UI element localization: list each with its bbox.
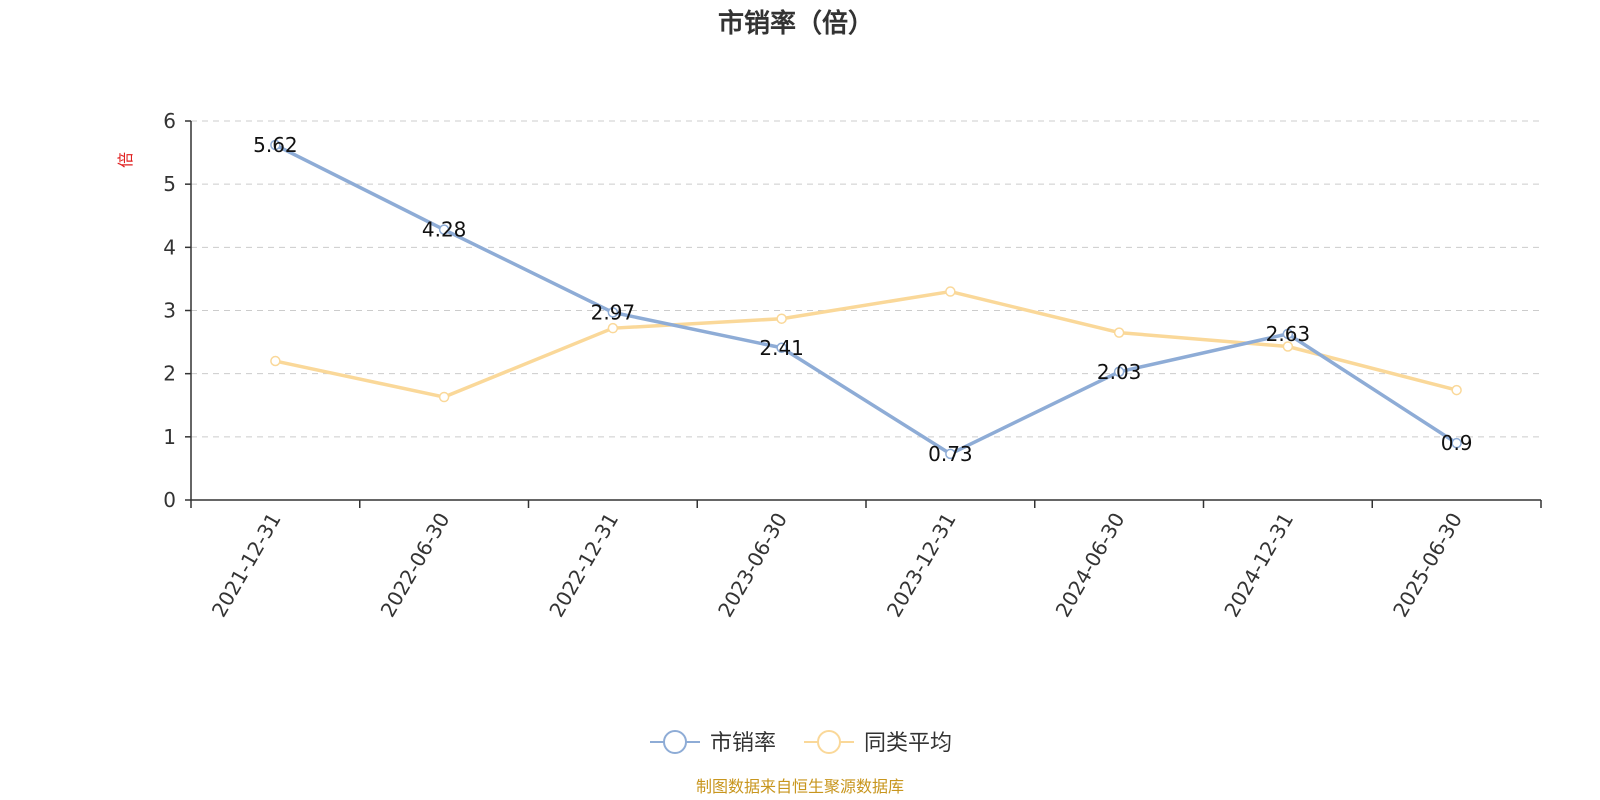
legend-item-0[interactable]: 市销率 <box>650 730 776 756</box>
series-0-point[interactable] <box>776 342 787 354</box>
series-1-point[interactable] <box>1282 341 1294 352</box>
data-label: 2.63 <box>1266 322 1311 346</box>
series-1-point[interactable] <box>1113 327 1125 338</box>
data-label: 5.62 <box>253 133 298 157</box>
x-tick-label: 2022-06-30 <box>376 509 455 622</box>
legend-label: 市销率 <box>710 731 776 756</box>
legend-item-1[interactable]: 同类平均 <box>804 730 952 756</box>
x-tick-label: 2025-06-30 <box>1388 509 1467 622</box>
legend-marker-icon <box>663 730 687 754</box>
y-tick-label: 6 <box>163 109 176 133</box>
series-1-point[interactable] <box>945 286 956 297</box>
gridlines <box>191 120 1541 438</box>
series-line-1 <box>273 289 1459 399</box>
series-0-point[interactable] <box>945 448 956 460</box>
y-tick-label: 0 <box>163 488 176 512</box>
x-tick-label: 2023-12-31 <box>882 509 961 622</box>
series-0-point[interactable] <box>1113 366 1125 378</box>
legend-label: 同类平均 <box>864 731 952 756</box>
series-1-point[interactable] <box>1451 384 1462 396</box>
series-0-point[interactable] <box>607 307 619 318</box>
series-1-point[interactable] <box>607 322 619 334</box>
data-label: 2.97 <box>591 300 636 324</box>
series-1-point[interactable] <box>776 313 787 324</box>
series-0-point[interactable] <box>1282 328 1294 340</box>
series-0-point[interactable] <box>1451 437 1462 449</box>
y-tick-label: 3 <box>163 299 176 323</box>
legend[interactable]: 市销率 同类平均 <box>650 730 952 756</box>
series-0-point[interactable] <box>438 224 450 235</box>
x-tick-label: 2024-06-30 <box>1051 509 1130 622</box>
data-label: 2.03 <box>1097 360 1142 384</box>
series-line-0 <box>273 143 1459 456</box>
data-label: 0.73 <box>928 442 973 466</box>
x-tick-label: 2024-12-31 <box>1219 509 1298 622</box>
y-tick-label: 1 <box>163 425 176 449</box>
x-tick-label: 2022-12-31 <box>544 509 623 622</box>
chart-title: 市销率（倍） <box>718 8 874 39</box>
y-tick-label: 2 <box>163 362 176 386</box>
y-axis-unit-label: 倍 <box>116 152 135 168</box>
series-1-point[interactable] <box>438 391 450 403</box>
x-tick-label: 2021-12-31 <box>207 509 286 622</box>
data-source-note: 制图数据来自恒生聚源数据库 <box>696 777 904 796</box>
series-0-point[interactable] <box>270 139 281 151</box>
data-label: 0.9 <box>1441 431 1473 455</box>
y-tick-label: 5 <box>163 172 176 196</box>
data-label: 4.28 <box>422 218 467 242</box>
legend-marker-icon <box>817 730 841 754</box>
data-label: 2.41 <box>759 336 804 360</box>
series-lines <box>270 139 1462 460</box>
data-labels: 5.62 4.28 2.97 2.41 0.73 2.03 2.63 0.9 <box>253 133 1472 466</box>
series-1-point[interactable] <box>270 355 281 367</box>
x-tick-label: 2023-06-30 <box>713 509 792 622</box>
y-tick-label: 4 <box>163 235 176 259</box>
